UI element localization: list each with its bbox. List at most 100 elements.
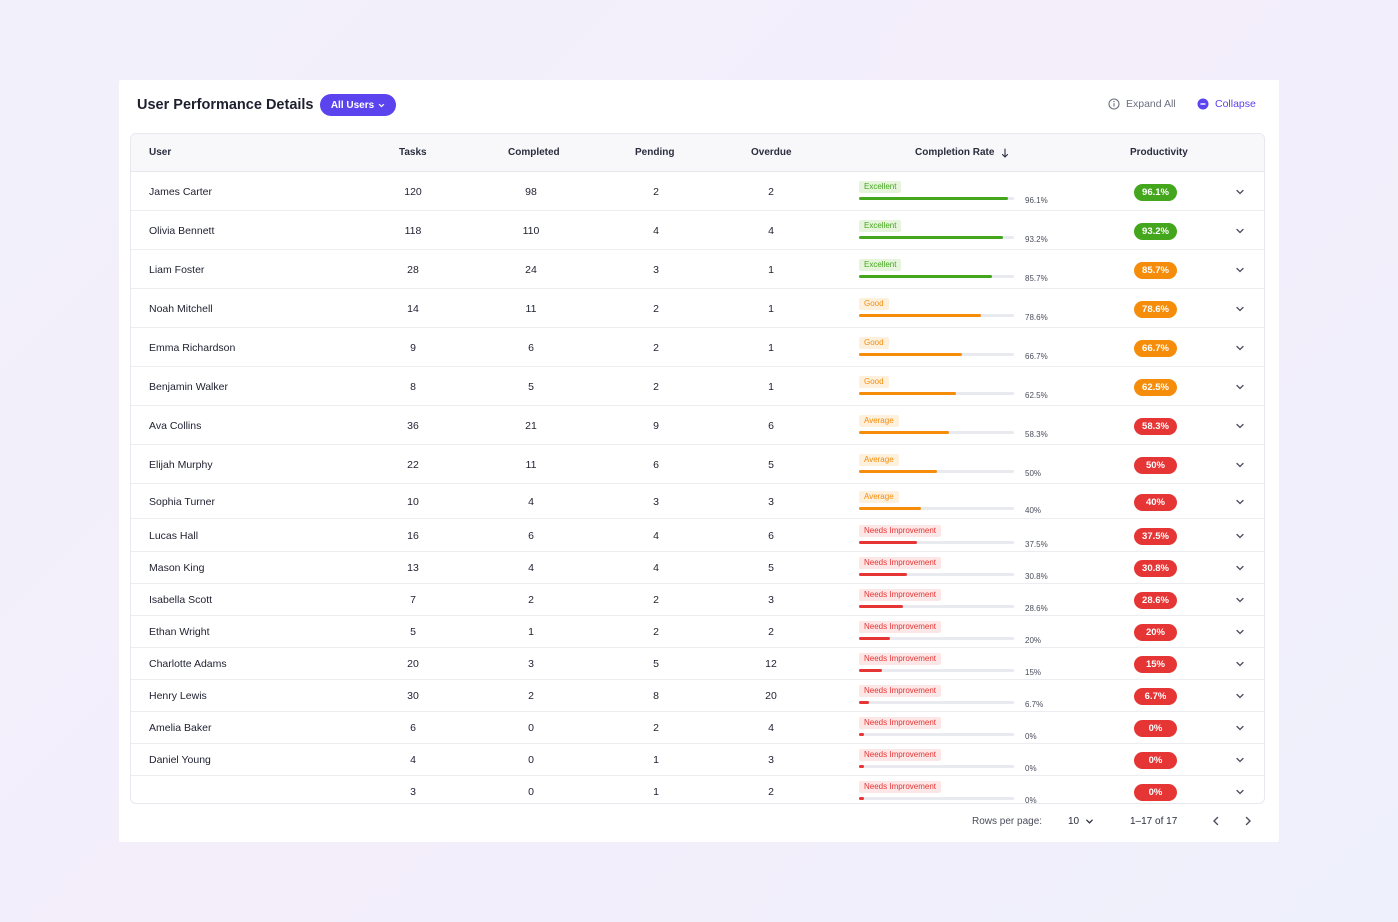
chevron-down-icon[interactable] (1235, 265, 1245, 275)
table-row[interactable]: 3 0 1 2 Needs Improvement 0% 0% (131, 776, 1264, 803)
tasks-count: 13 (407, 562, 419, 574)
user-filter-dropdown[interactable]: All Users (320, 94, 396, 116)
completion-bar (859, 275, 1014, 278)
completion-bar (859, 765, 1014, 768)
completion-bar (859, 637, 1014, 640)
table-row[interactable]: Mason King 13 4 4 5 Needs Improvement 30… (131, 552, 1264, 584)
table-row[interactable]: Lucas Hall 16 6 4 6 Needs Improvement 37… (131, 519, 1264, 552)
chevron-down-icon[interactable] (1235, 755, 1245, 765)
table-row[interactable]: Amelia Baker 6 0 2 4 Needs Improvement 0… (131, 712, 1264, 744)
overdue-count: 20 (765, 690, 777, 702)
table-row[interactable]: Liam Foster 28 24 3 1 Excellent 85.7% 85… (131, 250, 1264, 289)
completed-count: 3 (528, 658, 534, 670)
next-page-button[interactable] (1242, 815, 1254, 827)
overdue-count: 1 (768, 381, 774, 393)
chevron-down-icon[interactable] (1235, 595, 1245, 605)
table-row[interactable]: Henry Lewis 30 2 8 20 Needs Improvement … (131, 680, 1264, 712)
chevron-down-icon[interactable] (1235, 563, 1245, 573)
completion-bar-fill (859, 605, 903, 608)
collapse-button[interactable]: Collapse (1197, 98, 1256, 110)
completion-bar-fill (859, 392, 956, 395)
chevron-down-icon[interactable] (1235, 659, 1245, 669)
chevron-down-icon[interactable] (1235, 460, 1245, 470)
productivity-badge: 0% (1134, 784, 1177, 801)
table-row[interactable]: James Carter 120 98 2 2 Excellent 96.1% … (131, 172, 1264, 211)
user-name: Olivia Bennett (149, 225, 215, 237)
column-header-completion-rate[interactable]: Completion Rate (915, 147, 1009, 158)
user-name: Elijah Murphy (149, 459, 213, 471)
completion-rate-value: 6.7% (1025, 700, 1044, 709)
pending-count: 5 (653, 658, 659, 670)
chevron-down-icon[interactable] (1235, 787, 1245, 797)
status-badge: Needs Improvement (859, 589, 942, 601)
table-row[interactable]: Emma Richardson 9 6 2 1 Good 66.7% 66.7% (131, 328, 1264, 367)
completion-bar (859, 470, 1014, 473)
chevron-down-icon[interactable] (1235, 187, 1245, 197)
completed-count: 4 (528, 496, 534, 508)
table-row[interactable]: Ethan Wright 5 1 2 2 Needs Improvement 2… (131, 616, 1264, 648)
pending-count: 6 (653, 459, 659, 471)
completion-bar (859, 733, 1014, 736)
table-row[interactable]: Elijah Murphy 22 11 6 5 Average 50% 50% (131, 445, 1264, 484)
completion-rate-label: Completion Rate (915, 147, 995, 158)
productivity-badge: 15% (1134, 656, 1177, 673)
chevron-down-icon[interactable] (1235, 421, 1245, 431)
tasks-count: 28 (407, 264, 419, 276)
productivity-badge: 66.7% (1134, 340, 1177, 357)
completion-bar-fill (859, 541, 917, 544)
chevron-down-icon[interactable] (1235, 531, 1245, 541)
completion-bar-fill (859, 701, 869, 704)
chevron-down-icon[interactable] (1235, 691, 1245, 701)
completed-count: 24 (525, 264, 537, 276)
completion-rate-value: 50% (1025, 469, 1042, 478)
tasks-count: 120 (404, 186, 422, 198)
table-row[interactable]: Olivia Bennett 118 110 4 4 Excellent 93.… (131, 211, 1264, 250)
table-header: User Tasks Completed Pending Overdue Com… (131, 134, 1264, 172)
tasks-count: 22 (407, 459, 419, 471)
table-row[interactable]: Benjamin Walker 8 5 2 1 Good 62.5% 62.5% (131, 367, 1264, 406)
collapse-label: Collapse (1215, 98, 1256, 110)
pending-count: 1 (653, 754, 659, 766)
chevron-down-icon[interactable] (1235, 226, 1245, 236)
previous-page-button[interactable] (1210, 815, 1222, 827)
completion-bar-fill (859, 431, 949, 434)
completion-bar (859, 701, 1014, 704)
user-name: James Carter (149, 186, 213, 198)
chevron-down-icon[interactable] (1235, 723, 1245, 733)
status-badge: Average (859, 454, 899, 466)
completion-bar-fill (859, 353, 962, 356)
overdue-count: 4 (768, 225, 774, 237)
rows-per-page-select[interactable]: 10 (1068, 816, 1094, 827)
table-row[interactable]: Ava Collins 36 21 9 6 Average 58.3% 58.3… (131, 406, 1264, 445)
pending-count: 2 (653, 626, 659, 638)
table-row[interactable]: Daniel Young 4 0 1 3 Needs Improvement 0… (131, 744, 1264, 776)
table-row[interactable]: Sophia Turner 10 4 3 3 Average 40% 40% (131, 484, 1264, 519)
status-badge: Excellent (859, 259, 902, 271)
overdue-count: 6 (768, 530, 774, 542)
completion-bar (859, 605, 1014, 608)
completion-rate-value: 93.2% (1025, 235, 1048, 244)
expand-all-button[interactable]: Expand All (1108, 98, 1176, 110)
chevron-down-icon[interactable] (1235, 627, 1245, 637)
completion-rate-value: 28.6% (1025, 604, 1048, 613)
completion-bar-fill (859, 314, 981, 317)
user-name: Mason King (149, 562, 205, 574)
overdue-count: 2 (768, 626, 774, 638)
tasks-count: 36 (407, 420, 419, 432)
completed-count: 11 (525, 303, 537, 315)
completed-count: 0 (528, 754, 534, 766)
completion-bar (859, 669, 1014, 672)
user-name: Emma Richardson (149, 342, 236, 354)
chevron-down-icon[interactable] (1235, 382, 1245, 392)
user-name: Benjamin Walker (149, 381, 228, 393)
chevron-down-icon[interactable] (1235, 343, 1245, 353)
chevron-down-icon[interactable] (1235, 304, 1245, 314)
table-row[interactable]: Noah Mitchell 14 11 2 1 Good 78.6% 78.6% (131, 289, 1264, 328)
tasks-count: 20 (407, 658, 419, 670)
user-name: Ava Collins (149, 420, 202, 432)
table-row[interactable]: Charlotte Adams 20 3 5 12 Needs Improvem… (131, 648, 1264, 680)
completion-bar (859, 314, 1014, 317)
chevron-down-icon[interactable] (1235, 497, 1245, 507)
table-row[interactable]: Isabella Scott 7 2 2 3 Needs Improvement… (131, 584, 1264, 616)
tasks-count: 118 (404, 225, 422, 237)
